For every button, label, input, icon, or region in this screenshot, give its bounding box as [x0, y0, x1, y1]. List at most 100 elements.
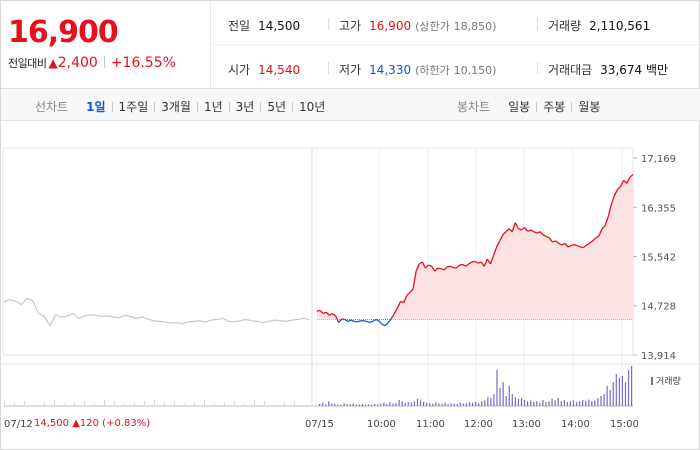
price-line-segment — [542, 234, 547, 238]
volume-bar — [514, 397, 516, 406]
volume-bar — [444, 402, 446, 406]
price-line-segment — [363, 320, 367, 322]
volume-bar — [615, 374, 617, 406]
price-line-segment — [400, 300, 404, 304]
volume-bar — [575, 402, 578, 406]
volume-swatch — [651, 377, 653, 385]
price-line-segment — [384, 322, 389, 327]
volume-bar — [597, 398, 599, 406]
candle-tab-2[interactable]: 주봉 — [543, 100, 566, 114]
volume-bar — [533, 402, 535, 406]
prev-volume-bar — [224, 402, 225, 406]
price-line-segment — [332, 312, 336, 317]
volume-bar — [419, 400, 422, 406]
volume-bar — [432, 403, 434, 406]
price-line-segment — [480, 261, 485, 267]
prev-volume-bar — [234, 401, 235, 406]
volume-bar — [389, 402, 391, 406]
price-line-segment — [613, 189, 619, 196]
up-arrow-icon: ▲ — [48, 56, 58, 70]
y-tick-label: 14,728 — [641, 302, 676, 313]
price-line-segment — [589, 240, 594, 244]
line-tab-2[interactable]: 1주일 — [118, 100, 149, 114]
volume-bar — [395, 403, 397, 406]
current-price: 16,900 — [8, 15, 119, 50]
divider — [103, 56, 105, 68]
divider — [328, 18, 329, 30]
line-tab-1[interactable]: 1일 — [86, 100, 106, 114]
quote-header: 16,900 전일대비 ▲2,400 +16.55% 전일 14,500 고가 16,9… — [1, 1, 700, 89]
tab-divider — [111, 102, 113, 112]
price-line-segment — [518, 228, 522, 231]
price-line-segment — [489, 255, 495, 265]
volume-bar — [606, 386, 608, 406]
prev-volume-bar — [174, 401, 175, 406]
low-label: 저가 — [339, 63, 362, 77]
volume-bar — [557, 398, 559, 406]
price-line-segment — [558, 242, 563, 246]
volume-bar — [508, 386, 510, 406]
volume-bar — [401, 401, 403, 406]
candle-tab-1[interactable]: 일봉 — [508, 100, 531, 114]
volume-bar — [343, 403, 345, 406]
volume-bar — [612, 382, 614, 406]
candle-chart-tabs: 봉차트 일봉 주봉 월봉 — [457, 98, 606, 115]
tab-divider — [228, 102, 230, 112]
volume-bar — [523, 400, 526, 406]
line-tab-6[interactable]: 5년 — [267, 100, 287, 114]
price-line-segment — [406, 291, 411, 296]
volume-bar — [487, 397, 489, 406]
prev-volume-bar — [274, 404, 275, 406]
price-line-segment — [319, 309, 324, 314]
price-line-segment — [511, 222, 516, 232]
price-line-segment — [329, 312, 333, 316]
price-line-segment — [449, 265, 454, 269]
line-tab-7[interactable]: 10년 — [299, 100, 326, 114]
volume-bar — [325, 404, 327, 406]
prev-volume-bar — [114, 401, 115, 406]
y-tick-label: 15,542 — [641, 252, 676, 263]
volume-bar — [453, 403, 455, 406]
candle-tab-list: 일봉 주봉 월봉 — [502, 100, 606, 114]
volume-bar — [563, 400, 565, 406]
prev-volume-bar — [34, 404, 35, 406]
price-line-segment — [617, 185, 622, 190]
volume-bar — [517, 398, 520, 406]
volume-bar — [426, 402, 428, 406]
price-line-segment — [564, 242, 569, 248]
volume-bar — [579, 401, 581, 406]
price-line-segment — [502, 231, 507, 236]
candle-tab-3[interactable]: 월봉 — [578, 100, 601, 114]
volume-bar — [621, 376, 624, 406]
day-low: 저가 14,330 (하한가 10,150) — [339, 61, 496, 78]
price-line-segment — [492, 246, 498, 256]
volume-bar — [585, 400, 587, 406]
stats-panel: 전일 14,500 고가 16,900 (상한가 18,850) 거래량 2,110,5… — [212, 1, 700, 89]
line-tab-5[interactable]: 3년 — [235, 100, 255, 114]
price-line-segment — [366, 320, 370, 324]
price-line-segment — [573, 243, 578, 247]
line-tab-3[interactable]: 3개월 — [161, 100, 191, 114]
price-line-segment — [443, 266, 448, 271]
amount-value: 33,674 백만 — [600, 63, 669, 77]
prev-volume-bar — [264, 401, 265, 406]
volume-bar — [438, 403, 440, 406]
volume-bar — [465, 403, 468, 406]
volume-bar — [484, 400, 486, 406]
volume-bar — [367, 404, 370, 406]
prev-day-change-pct: (+0.83%) — [102, 418, 151, 429]
price-line-segment — [415, 263, 420, 272]
price-line-segment — [453, 266, 457, 269]
price-line-segment — [462, 263, 467, 267]
volume-bar — [536, 401, 538, 406]
line-tab-4[interactable]: 1년 — [203, 100, 223, 114]
chart-tabs: 선차트 1일 1주일 3개월 1년 3년 5년 10년 봉차트 일봉 주봉 월봉 — [1, 89, 700, 121]
price-line-segment — [468, 261, 473, 265]
tab-divider — [196, 102, 198, 112]
volume-bar — [459, 402, 461, 406]
volume-bar — [600, 396, 602, 406]
volume-bar — [364, 404, 367, 406]
volume-bar — [530, 400, 532, 406]
volume-bar — [481, 401, 483, 406]
